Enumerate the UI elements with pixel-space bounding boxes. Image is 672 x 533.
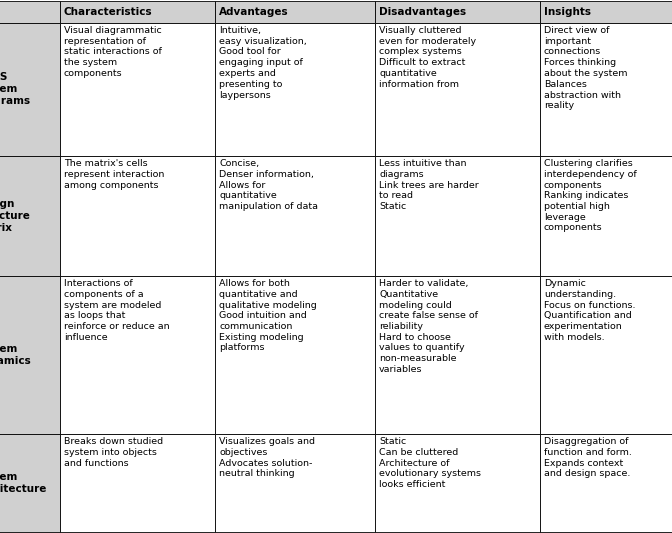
Bar <box>60 276 215 434</box>
Text: Design
Structure
Matrix: Design Structure Matrix <box>0 199 30 233</box>
Bar <box>540 276 672 434</box>
Text: System
Architecture: System Architecture <box>0 472 47 494</box>
Text: Concise,
Denser information,
Allows for
quantitative
manipulation of data: Concise, Denser information, Allows for … <box>219 159 318 211</box>
Text: Breaks down studied
system into objects
and functions: Breaks down studied system into objects … <box>64 437 163 467</box>
Bar <box>375 276 540 434</box>
Bar <box>0 23 60 156</box>
Bar <box>0 276 60 434</box>
Bar <box>60 434 215 532</box>
Text: The matrix's cells
represent interaction
among components: The matrix's cells represent interaction… <box>64 159 165 190</box>
Bar <box>540 1 672 23</box>
Text: Advantages: Advantages <box>219 7 289 17</box>
Bar <box>215 23 375 156</box>
Text: Visual diagrammatic
representation of
static interactions of
the system
componen: Visual diagrammatic representation of st… <box>64 26 162 78</box>
Text: Visually cluttered
even for moderately
complex systems
Difficult to extract
quan: Visually cluttered even for moderately c… <box>379 26 476 89</box>
Bar <box>215 434 375 532</box>
Text: Dynamic
understanding.
Focus on functions.
Quantification and
experimentation
wi: Dynamic understanding. Focus on function… <box>544 279 636 342</box>
Text: Allows for both
quantitative and
qualitative modeling
Good intuition and
communi: Allows for both quantitative and qualita… <box>219 279 317 352</box>
Text: CLIOS
System
Diagrams: CLIOS System Diagrams <box>0 72 30 107</box>
Text: Interactions of
components of a
system are modeled
as loops that
reinforce or re: Interactions of components of a system a… <box>64 279 169 342</box>
Bar <box>60 23 215 156</box>
Bar <box>375 23 540 156</box>
Text: Direct view of
important
connections
Forces thinking
about the system
Balances
a: Direct view of important connections For… <box>544 26 628 110</box>
Text: Clustering clarifies
interdependency of
components
Ranking indicates
potential h: Clustering clarifies interdependency of … <box>544 159 637 232</box>
Text: Characteristics: Characteristics <box>64 7 153 17</box>
Bar <box>375 1 540 23</box>
Text: System
Dynamics: System Dynamics <box>0 344 31 366</box>
Text: Less intuitive than
diagrams
Link trees are harder
to read
Static: Less intuitive than diagrams Link trees … <box>379 159 478 211</box>
Bar <box>215 156 375 276</box>
Bar <box>60 1 215 23</box>
Text: Visualizes goals and
objectives
Advocates solution-
neutral thinking: Visualizes goals and objectives Advocate… <box>219 437 315 478</box>
Bar <box>215 276 375 434</box>
Bar <box>0 1 60 23</box>
Bar <box>215 1 375 23</box>
Bar <box>60 156 215 276</box>
Text: Disadvantages: Disadvantages <box>379 7 466 17</box>
Bar <box>540 23 672 156</box>
Text: Disaggregation of
function and form.
Expands context
and design space.: Disaggregation of function and form. Exp… <box>544 437 632 478</box>
Bar <box>540 434 672 532</box>
Bar <box>0 156 60 276</box>
Text: Intuitive,
easy visualization,
Good tool for
engaging input of
experts and
prese: Intuitive, easy visualization, Good tool… <box>219 26 306 100</box>
Text: Harder to validate,
Quantitative
modeling could
create false sense of
reliabilit: Harder to validate, Quantitative modelin… <box>379 279 478 374</box>
Bar <box>0 434 60 532</box>
Text: Insights: Insights <box>544 7 591 17</box>
Bar <box>375 434 540 532</box>
Bar <box>375 156 540 276</box>
Text: Static
Can be cluttered
Architecture of
evolutionary systems
looks efficient: Static Can be cluttered Architecture of … <box>379 437 481 489</box>
Bar <box>540 156 672 276</box>
